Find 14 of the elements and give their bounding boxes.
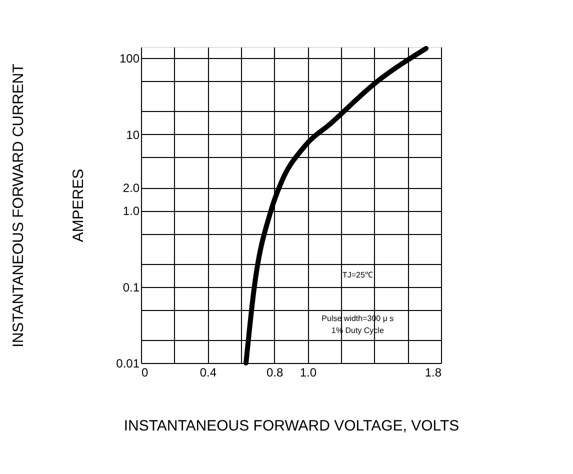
x-tick-label: 1.8 — [424, 366, 442, 380]
y-tick-label: 10 — [126, 128, 140, 142]
text: INSTANTANEOUS FORWARD CURRENT AMPERES — [10, 64, 88, 348]
y-tick-label: 1.0 — [122, 204, 140, 218]
x-axis-title: INSTANTANEOUS FORWARD VOLTAGE, VOLTS — [124, 418, 460, 434]
y-tick-label: 0.1 — [122, 280, 140, 294]
x-tick-label: 0.8 — [266, 366, 284, 380]
y-tick-label: 100 — [119, 52, 140, 66]
x-tick-label: 0 — [142, 366, 148, 380]
x-tick-label: 0.4 — [200, 366, 217, 380]
y-tick-label: 0.01 — [116, 356, 140, 370]
x-tick-label: 1.0 — [300, 366, 317, 380]
y-tick-label: 2.0 — [122, 181, 140, 196]
annotation: TJ=25℃ — [342, 270, 373, 280]
